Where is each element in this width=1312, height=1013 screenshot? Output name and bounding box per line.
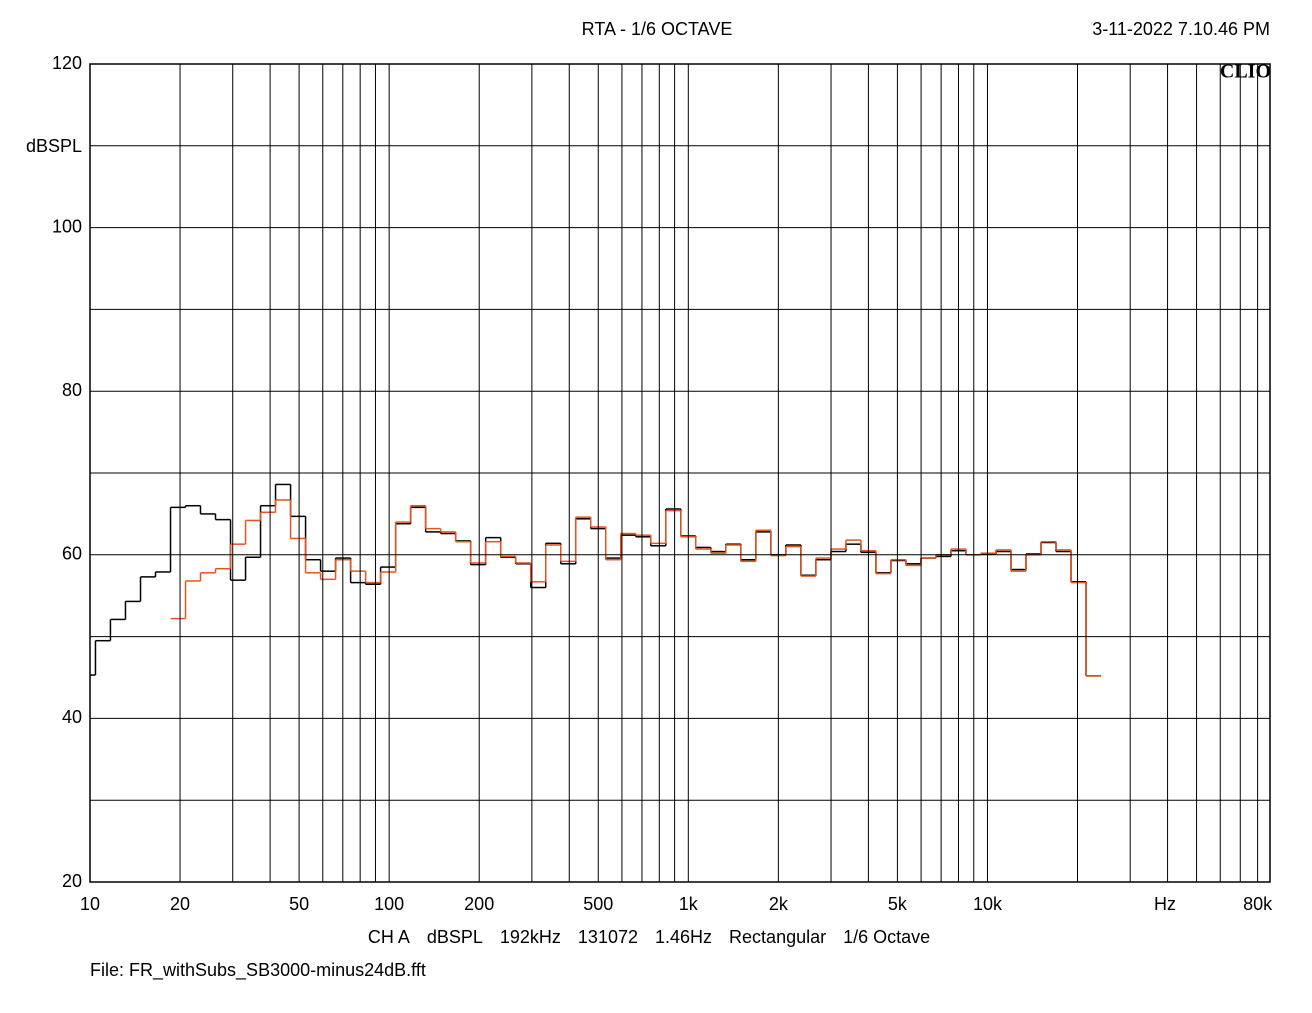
file-name: File: FR_withSubs_SB3000-minus24dB.fft (90, 960, 426, 981)
setting: CH A (368, 927, 410, 947)
x-tick-label: 10 (80, 894, 100, 914)
x-tick-label: 200 (464, 894, 494, 914)
x-tick-label: 50 (289, 894, 309, 914)
setting: Rectangular (729, 927, 826, 947)
setting: dBSPL (427, 927, 483, 947)
y-tick-label: 20 (62, 871, 82, 891)
x-tick-label: 80k (1243, 894, 1273, 914)
date: 3-11-2022 7.10.46 PM (1092, 19, 1270, 39)
x-tick-label: 500 (583, 894, 613, 914)
y-tick-label: 40 (62, 707, 82, 727)
x-tick-label: 10k (973, 894, 1003, 914)
setting: 192kHz (500, 927, 561, 947)
y-tick-label: 60 (62, 544, 82, 564)
x-tick-label: 100 (374, 894, 404, 914)
y-tick-label: 120 (52, 53, 82, 73)
chart-title: RTA - 1/6 OCTAVE (582, 19, 733, 39)
x-tick-label: 2k (769, 894, 789, 914)
x-tick-label: 1k (679, 894, 699, 914)
y-tick-label: 100 (52, 216, 82, 236)
plot-area (90, 483, 1102, 677)
setting: 131072 (578, 927, 638, 947)
x-tick-label: 5k (888, 894, 908, 914)
x-axis-label: Hz (1154, 894, 1176, 914)
setting: 1.46Hz (655, 927, 712, 947)
settings-line: CH A dBSPL 192kHz 131072 1.46Hz Rectangular 1/… (368, 927, 930, 947)
x-tick-label: 20 (170, 894, 190, 914)
y-tick-label: 80 (62, 380, 82, 400)
setting: 1/6 Octave (843, 927, 930, 947)
logo: CLIO (1220, 61, 1271, 83)
y-axis-label: dBSPL (26, 136, 82, 156)
